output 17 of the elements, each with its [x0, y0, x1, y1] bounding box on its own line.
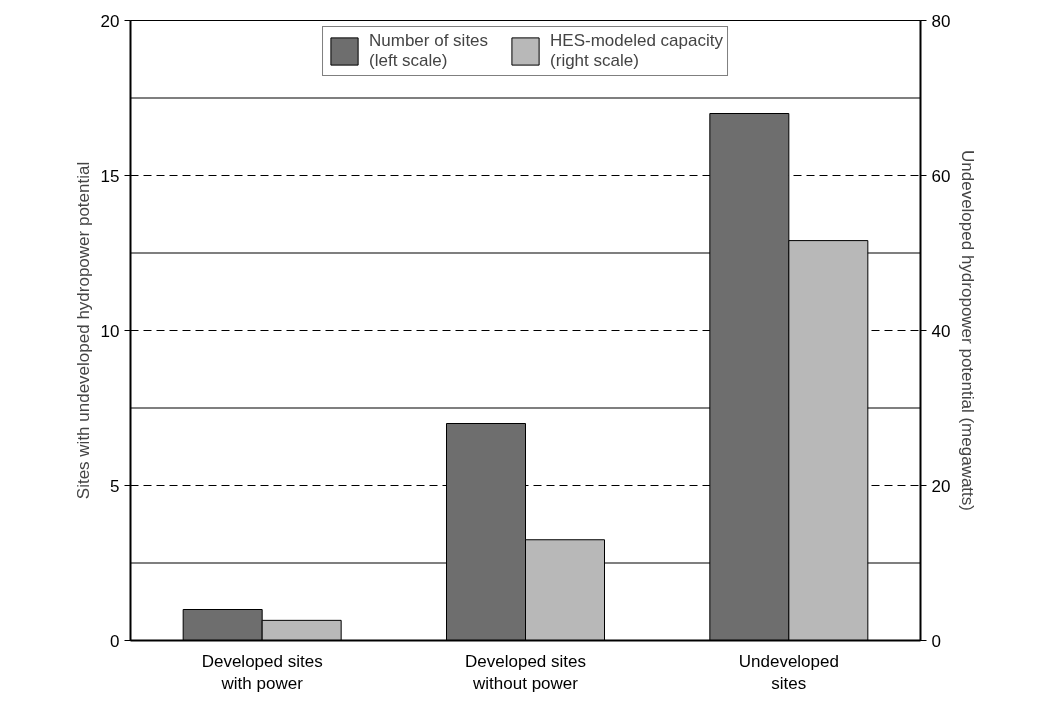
- y-tick-label: 10: [100, 321, 120, 341]
- y2-tick-label: 20: [931, 476, 951, 496]
- y2-tick-label: 60: [931, 166, 951, 186]
- y-axis-title: Sites with undeveloped hydropower potential: [73, 161, 93, 500]
- y2-axis-title: Undeveloped hydropower potential (megawatts): [958, 150, 978, 511]
- y2-tick-label: 40: [931, 321, 951, 341]
- legend-label: Number of sites (left scale): [369, 31, 489, 71]
- x-tick-label: Developed sites with power: [201, 651, 323, 694]
- x-tick-label: Undeveloped sites: [738, 651, 839, 694]
- y-tick-label: 0: [110, 631, 120, 651]
- y2-tick-label: 0: [931, 631, 941, 651]
- y2-tick-label: 80: [931, 11, 951, 31]
- legend-label: HES-modeled capacity (right scale): [550, 31, 723, 71]
- y-tick-label: 15: [100, 166, 120, 186]
- x-tick-label: Developed sites without power: [465, 651, 586, 694]
- y-tick-label: 20: [100, 11, 120, 31]
- y-tick-label: 5: [110, 476, 120, 496]
